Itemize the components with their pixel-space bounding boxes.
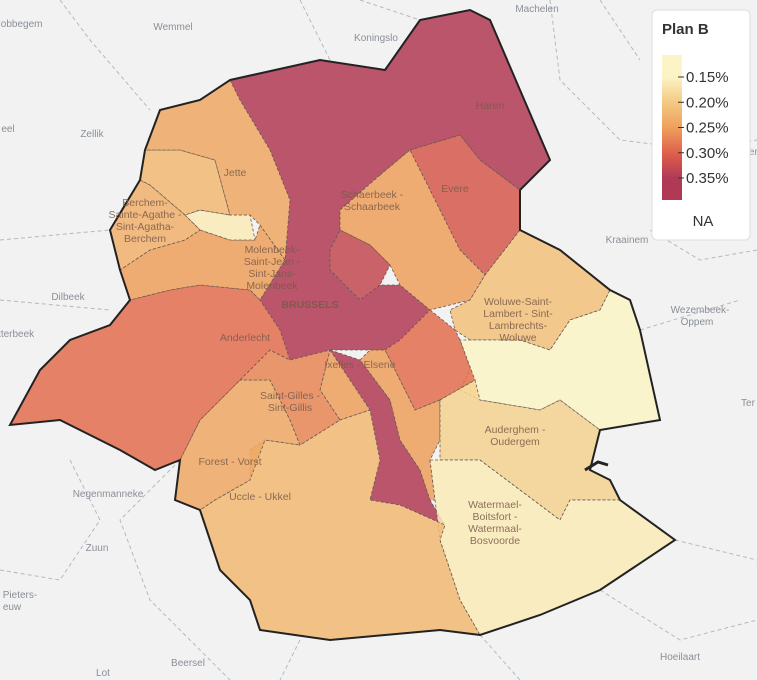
region-label: Saint-Gilles - [260, 390, 321, 402]
region-label: Boitsfort - [473, 511, 518, 523]
place-label: itterbeek [0, 329, 35, 340]
region-label: Jette [224, 167, 247, 179]
regions [9, 9, 676, 641]
region-label: Sint-Jans- [248, 268, 296, 280]
place-label: eel [1, 124, 14, 135]
region-label: Auderghem - [485, 424, 546, 436]
place-label: Hoeilaart [660, 652, 700, 663]
region [329, 229, 391, 301]
place-label: Zuun [86, 543, 109, 554]
region [359, 349, 441, 501]
place-label: Ter [741, 398, 756, 409]
region [119, 224, 286, 301]
legend-tick-label: 0.25% [686, 120, 729, 137]
place-label: Koningslo [354, 33, 398, 44]
region-label: Saint-Jean - [244, 256, 301, 268]
region-label: Ixelles - Elsene [324, 359, 395, 371]
region-label: Watermaal- [468, 523, 522, 535]
place-labels: Wemmel Machelen Koningslo Cobbegem Zellik Dil… [0, 4, 757, 679]
region-label: Forest - Vorst [198, 456, 261, 468]
region-label: Sint-Agatha- [116, 221, 175, 233]
legend-tick-label: 0.15% [686, 69, 729, 86]
region [109, 179, 201, 271]
region-label: Watermael- [468, 499, 522, 511]
place-label: Beersel [171, 658, 205, 669]
region-label: BRUSSELS [281, 299, 338, 311]
legend-title: Plan B [662, 21, 709, 38]
legend-ticks: 0.15% 0.20% 0.25% 0.30% 0.35% [678, 69, 729, 187]
region-label: Sainte-Agathe - [109, 209, 182, 221]
legend: Plan B 0.15% 0.20% 0.25% 0.30% 0.35% NA [651, 9, 751, 241]
place-label: Kraainem [606, 235, 649, 246]
region [384, 309, 476, 411]
region-label: Evere [441, 183, 469, 195]
place-label: Cobbegem [0, 19, 42, 30]
place-label: Negenmanneke [73, 489, 144, 500]
place-label: Zellik [80, 129, 104, 140]
region-labels: BRUSSELS Evere Schaerbeek -Schaarbeek Woluw… [109, 100, 554, 547]
region-label: Woluwe-Saint- [484, 296, 553, 308]
legend-gradient [662, 55, 682, 200]
region-label: Berchem- [122, 197, 168, 209]
region-label: Bosvoorde [470, 535, 520, 547]
place-label: Wezembeek- [671, 305, 730, 316]
place-label: Lot [96, 668, 110, 679]
region-label: Schaarbeek [344, 201, 401, 213]
region-label: Haren [476, 100, 505, 112]
place-label: Machelen [515, 4, 558, 15]
region-label: Woluwe [499, 332, 536, 344]
region [144, 79, 291, 262]
region-label: Molenbeek- [245, 244, 300, 256]
region-label: Molenbeek [246, 280, 298, 292]
region-outline [8, 8, 677, 642]
region-label: Schaerbeek - [341, 189, 404, 201]
place-label: Dilbeek [51, 292, 85, 303]
place-label: euw [3, 602, 22, 613]
legend-tick-label: 0.35% [686, 170, 729, 187]
legend-tick-label: 0.30% [686, 145, 729, 162]
region-label: Oudergem [490, 436, 540, 448]
region-label: Sint-Gillis [268, 402, 312, 414]
legend-na: NA [693, 213, 714, 230]
region-label: Lambert - Sint- [483, 308, 553, 320]
region-label: Anderlecht [220, 332, 270, 344]
region-label: Uccle - Ukkel [229, 491, 291, 503]
region-label: Lambrechts- [489, 320, 548, 332]
legend-tick-label: 0.20% [686, 94, 729, 111]
region [239, 349, 341, 446]
place-label: Wemmel [153, 22, 192, 33]
outline-detail [584, 460, 609, 472]
place-label: Pieters- [3, 590, 37, 601]
region-label: Berchem [124, 233, 166, 245]
place-label: Oppem [681, 317, 714, 328]
